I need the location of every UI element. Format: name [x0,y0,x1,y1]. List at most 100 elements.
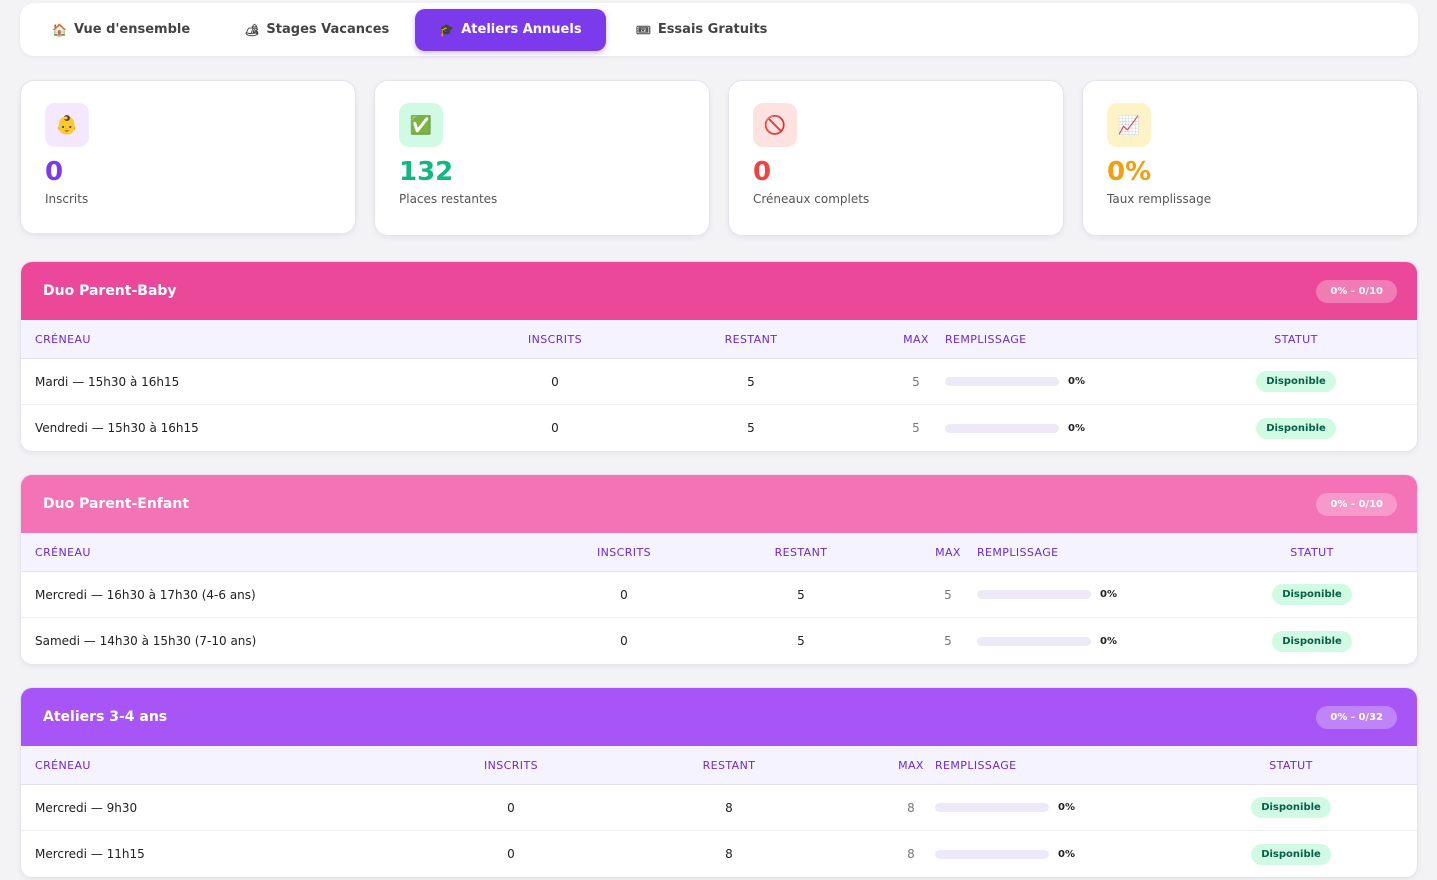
restant-value: 5 [747,421,755,435]
restant-value: 5 [797,634,805,648]
col-creneau: CRÉNEAU [35,332,91,346]
graduation-cap-icon: 🎓 [439,22,455,37]
max-value: 5 [912,374,920,389]
tab-label: Essais Gratuits [657,22,768,37]
tab-label: Stages Vacances [266,22,390,37]
tab-bar: 🏠 Vue d'ensemble 🏕 Stages Vacances 🎓 Ateliers… [20,3,1418,56]
fill-cell: 0% [977,589,1221,600]
section-title: Ateliers 3-4 ans [43,709,168,725]
tab-ateliers-annuels[interactable]: 🎓 Ateliers Annuels [415,8,606,51]
table-header: CRÉNEAU INSCRITS RESTANT MAX REMPLISSAGE STAT… [21,533,1417,572]
col-creneau: CRÉNEAU [35,545,91,559]
col-inscrits: INSCRITS [597,545,651,559]
sections: Duo Parent-Baby 0% - 0/10 CRÉNEAU INSCRITS R… [20,261,1418,878]
col-max: MAX [935,545,961,559]
table-row: Vendredi — 15h30 à 16h15 0 5 5 0% Disponible [21,405,1417,451]
section-fill-badge: 0% - 0/32 [1316,705,1397,729]
stat-card: ✅ 132 Places restantes [374,80,710,236]
col-restant: RESTANT [774,545,828,559]
col-restant: RESTANT [724,332,778,346]
status-cell: Disponible [1179,797,1403,818]
fill-progress-bar [945,423,1059,433]
restant-value: 5 [797,587,805,602]
section-title: Duo Parent-Enfant [43,496,190,512]
stat-label: Places restantes [399,192,498,207]
max-value: 5 [912,421,920,435]
tab-label: Vue d'ensemble [73,22,191,37]
tab-stages-vacances[interactable]: 🏕 Stages Vacances [230,9,403,51]
fill-cell: 0% [935,849,1179,860]
section-fill-badge: 0% - 0/10 [1316,279,1397,303]
status-badge: Disponible [1251,843,1331,865]
section-fill-badge: 0% - 0/10 [1316,492,1397,516]
status-badge: Disponible [1256,371,1336,392]
camping-icon: 🏕 [244,22,260,37]
inscrits-value: 0 [551,374,559,389]
col-remplissage: REMPLISSAGE [945,332,1027,346]
table-row: Mercredi — 16h30 à 17h30 (4-6 ans) 0 5 5 0% D… [21,572,1417,618]
col-restant: RESTANT [702,758,756,772]
baby-icon: 👶 [45,103,89,147]
col-statut: STATUT [1269,758,1313,772]
col-remplissage: REMPLISSAGE [935,758,1017,772]
inscrits-value: 0 [551,421,559,435]
stat-value: 0% [1107,157,1152,187]
max-value: 8 [907,847,915,861]
slot-label: Mercredi — 11h15 [35,847,145,861]
stat-card: 📈 0% Taux remplissage [1082,80,1418,236]
fill-percent: 0% [1068,422,1085,434]
max-value: 5 [944,587,952,602]
prohibited-icon: 🚫 [753,103,797,147]
table-row: Mercredi — 9h30 0 8 8 0% Disponible [21,785,1417,831]
stat-value: 0 [45,157,64,187]
max-value: 5 [944,634,952,648]
fill-percent: 0% [1058,802,1075,813]
fill-cell: 0% [945,376,1189,387]
fill-progress-bar [935,849,1049,859]
fill-percent: 0% [1100,589,1117,600]
fill-progress-bar [945,377,1059,386]
fill-cell: 0% [945,423,1189,434]
stat-value: 132 [399,157,454,187]
col-max: MAX [903,332,929,346]
restant-value: 8 [725,847,733,861]
status-badge: Disponible [1256,417,1336,439]
restant-value: 5 [747,374,755,389]
workshop-section: Ateliers 3-4 ans 0% - 0/32 CRÉNEAU INSCRITS… [20,687,1418,878]
stat-label: Créneaux complets [753,192,870,207]
table-header: CRÉNEAU INSCRITS RESTANT MAX REMPLISSAGE STAT… [21,320,1417,359]
fill-progress-bar [977,590,1091,599]
slot-label: Mercredi — 9h30 [35,800,138,815]
chart-icon: 📈 [1107,103,1151,147]
slot-label: Samedi — 14h30 à 15h30 (7-10 ans) [35,634,257,648]
workshop-section: Duo Parent-Enfant 0% - 0/10 CRÉNEAU INSCRIT… [20,474,1418,665]
status-badge: Disponible [1251,797,1331,818]
house-icon: 🏠 [52,22,67,37]
tab-overview[interactable]: 🏠 Vue d'ensemble [38,9,204,51]
stat-value: 0 [753,157,772,187]
fill-progress-bar [935,803,1049,812]
fill-cell: 0% [977,636,1221,647]
fill-progress-bar [977,636,1091,646]
tab-essais-gratuits[interactable]: 🎟 Essais Gratuits [622,9,782,51]
col-max: MAX [898,758,924,772]
fill-cell: 0% [935,802,1179,813]
inscrits-value: 0 [620,634,628,648]
table-row: Mercredi — 11h15 0 8 8 0% Disponible [21,831,1417,877]
section-header: Duo Parent-Enfant 0% - 0/10 [21,475,1417,533]
section-title: Duo Parent-Baby [43,283,177,299]
tab-label: Ateliers Annuels [461,22,582,37]
col-statut: STATUT [1290,545,1334,559]
section-header: Ateliers 3-4 ans 0% - 0/32 [21,688,1417,746]
slot-label: Mardi — 15h30 à 16h15 [35,374,180,389]
table-row: Samedi — 14h30 à 15h30 (7-10 ans) 0 5 5 0% Di… [21,618,1417,664]
fill-percent: 0% [1068,376,1085,387]
col-inscrits: INSCRITS [528,332,582,346]
slot-label: Mercredi — 16h30 à 17h30 (4-6 ans) [35,587,256,602]
stat-card: 👶 0 Inscrits [20,80,356,234]
col-statut: STATUT [1274,332,1318,346]
stat-label: Inscrits [45,192,89,207]
col-inscrits: INSCRITS [484,758,538,772]
ticket-icon: 🎟 [635,22,651,37]
fill-percent: 0% [1100,635,1117,647]
